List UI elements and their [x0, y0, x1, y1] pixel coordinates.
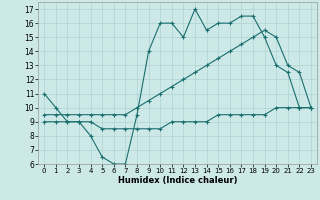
- X-axis label: Humidex (Indice chaleur): Humidex (Indice chaleur): [118, 176, 237, 185]
